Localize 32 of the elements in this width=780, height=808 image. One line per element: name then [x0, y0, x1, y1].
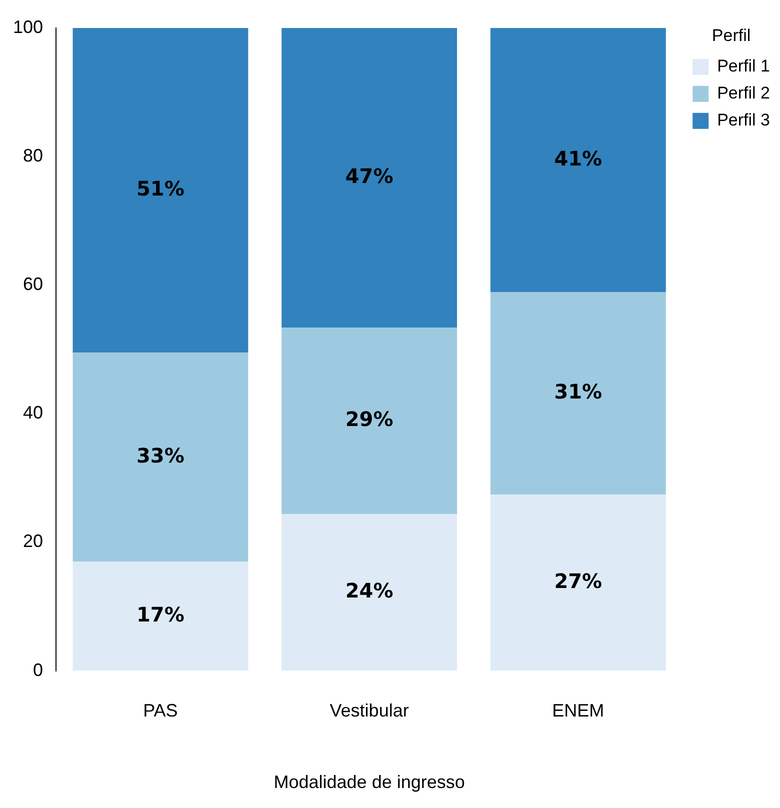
- data-label: 17%: [136, 602, 184, 626]
- y-tick-label: 0: [33, 660, 44, 680]
- bar: [490, 28, 666, 292]
- x-tick-label: Vestibular: [330, 700, 409, 721]
- data-label: 47%: [345, 164, 394, 188]
- bar: [490, 292, 666, 495]
- y-tick-label: 40: [23, 402, 44, 423]
- data-label: 24%: [345, 578, 394, 603]
- y-tick-label: 20: [23, 531, 44, 552]
- data-label: 51%: [136, 176, 184, 201]
- y-tick-label: 100: [12, 16, 44, 37]
- y-tick-label: 80: [23, 146, 44, 166]
- y-tick-label: 60: [23, 274, 44, 294]
- legend-label: Perfil 2: [717, 84, 770, 103]
- x-tick-label: PAS: [143, 700, 178, 721]
- x-tick-label: ENEM: [552, 700, 604, 721]
- legend-label: Perfil 1: [717, 56, 770, 76]
- data-label: 29%: [345, 406, 394, 431]
- data-label: 31%: [554, 380, 602, 404]
- bar: [490, 494, 666, 671]
- data-label: 41%: [554, 146, 602, 170]
- bar: [282, 328, 458, 514]
- bar: [72, 562, 248, 671]
- legend-label: Perfil 3: [717, 110, 770, 130]
- bar: [72, 352, 248, 562]
- x-axis-title: Modalidade de ingresso: [274, 772, 465, 792]
- bar: [72, 28, 248, 353]
- bar: [282, 514, 458, 671]
- data-label: 27%: [554, 568, 602, 593]
- bar: [282, 28, 458, 328]
- data-label: 33%: [136, 443, 184, 468]
- legend-title: Perfil: [712, 26, 751, 46]
